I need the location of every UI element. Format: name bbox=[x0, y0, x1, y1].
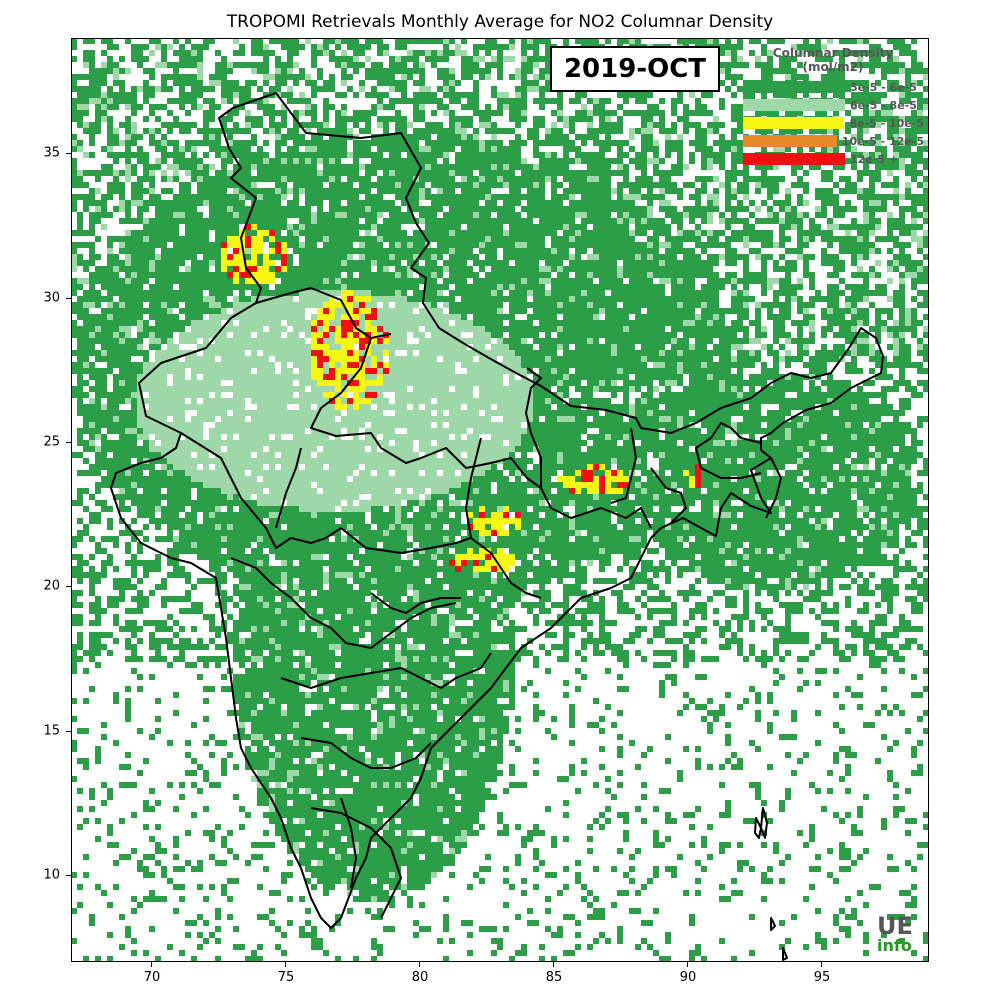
legend-item: 6e-5 - 8e-5 bbox=[742, 96, 924, 114]
y-tick bbox=[66, 731, 71, 732]
y-tick bbox=[66, 153, 71, 154]
legend-swatch bbox=[743, 81, 845, 93]
state-boundary bbox=[610, 427, 637, 504]
state-boundary bbox=[310, 337, 542, 489]
state-boundary bbox=[650, 467, 687, 524]
state-boundary bbox=[180, 432, 342, 549]
map-plot-area[interactable] bbox=[71, 38, 929, 962]
legend-item: 12e-5 + bbox=[742, 150, 924, 168]
state-boundary bbox=[465, 437, 482, 539]
ueinfo-logo: UE info bbox=[877, 914, 913, 954]
x-tick-label: 70 bbox=[143, 970, 161, 985]
x-tick bbox=[151, 962, 152, 967]
boundary-layer bbox=[110, 92, 884, 961]
legend-title: Columnar Density (mol/m2) bbox=[772, 46, 894, 74]
logo-text-ue: UE bbox=[877, 912, 913, 940]
logo-text-info: info bbox=[877, 936, 912, 955]
x-tick bbox=[419, 962, 420, 967]
legend-label: 12e-5 + bbox=[850, 152, 899, 166]
legend-label: 5e-5 - 6e-5 bbox=[850, 80, 917, 94]
state-boundary bbox=[525, 367, 652, 529]
legend-label: 8e-5 - 10e-5 bbox=[849, 116, 924, 130]
legend-label: 10e-5 - 12e-5 bbox=[841, 134, 924, 148]
x-tick-label: 95 bbox=[813, 970, 831, 985]
x-tick-label: 80 bbox=[411, 970, 429, 985]
state-boundary bbox=[280, 652, 492, 689]
state-boundary bbox=[300, 737, 432, 769]
y-tick-label: 20 bbox=[43, 578, 60, 594]
legend-item: 8e-5 - 10e-5 bbox=[742, 114, 924, 132]
y-tick-label: 30 bbox=[43, 290, 60, 306]
island-outline bbox=[760, 807, 768, 839]
legend: Columnar Density (mol/m2) 5e-5 - 6e-5 6e… bbox=[742, 46, 924, 168]
y-tick-label: 15 bbox=[43, 723, 60, 739]
legend-label: 6e-5 - 8e-5 bbox=[850, 98, 917, 112]
india-outline bbox=[110, 92, 884, 929]
map-title: TROPOMI Retrievals Monthly Average for N… bbox=[226, 12, 774, 32]
state-boundary bbox=[230, 557, 457, 649]
state-boundary bbox=[710, 422, 762, 444]
state-boundary bbox=[765, 457, 782, 519]
state-boundary bbox=[275, 447, 302, 529]
state-boundary bbox=[695, 437, 762, 479]
density-heat-layer bbox=[71, 38, 929, 962]
x-tick bbox=[687, 962, 688, 967]
legend-swatch bbox=[743, 153, 845, 165]
island-outline bbox=[770, 917, 776, 931]
x-tick bbox=[821, 962, 822, 967]
legend-swatch bbox=[743, 99, 845, 111]
island-outline bbox=[754, 817, 762, 839]
no2-density-map bbox=[71, 38, 929, 962]
y-tick bbox=[66, 875, 71, 876]
y-tick bbox=[66, 586, 71, 587]
island-outline bbox=[782, 947, 788, 961]
y-tick bbox=[66, 442, 71, 443]
legend-swatch bbox=[743, 135, 837, 147]
state-boundary bbox=[370, 592, 461, 614]
y-tick bbox=[66, 298, 71, 299]
period-label: 2019-OCT bbox=[550, 46, 720, 92]
x-tick bbox=[553, 962, 554, 967]
state-boundary bbox=[340, 797, 357, 889]
y-tick-label: 25 bbox=[43, 434, 60, 450]
y-tick-label: 35 bbox=[43, 145, 60, 161]
y-tick-label: 10 bbox=[43, 867, 60, 883]
legend-swatch bbox=[743, 117, 845, 129]
x-tick-label: 75 bbox=[277, 970, 295, 985]
x-tick-label: 85 bbox=[545, 970, 563, 985]
state-boundary bbox=[310, 807, 402, 919]
legend-item: 5e-5 - 6e-5 bbox=[742, 78, 924, 96]
x-tick-label: 90 bbox=[679, 970, 697, 985]
legend-item: 10e-5 - 12e-5 bbox=[742, 132, 924, 150]
x-tick bbox=[285, 962, 286, 967]
